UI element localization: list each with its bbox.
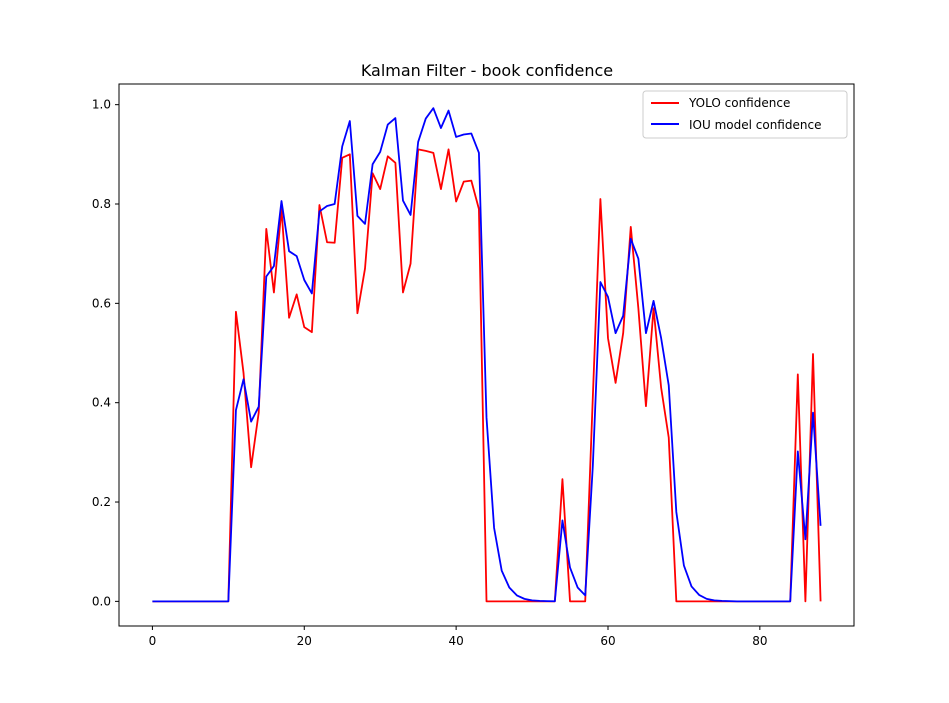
series-line-iou	[152, 107, 822, 603]
y-tick-label: 0.6	[92, 296, 111, 310]
y-tick-label: 1.0	[92, 98, 111, 112]
y-tick-label: 0.8	[92, 197, 111, 211]
chart-title: Kalman Filter - book confidence	[361, 61, 613, 80]
plot-area	[118, 83, 855, 627]
x-tick-label: 0	[149, 634, 157, 648]
legend: YOLO confidence IOU model confidence	[642, 90, 848, 139]
y-axis: 0.0 0.2 0.4 0.6 0.8 1.0	[92, 98, 119, 608]
x-tick-label: 20	[297, 634, 312, 648]
x-tick-label: 60	[600, 634, 615, 648]
x-tick-label: 40	[448, 634, 463, 648]
y-tick-label: 0.4	[92, 396, 111, 410]
legend-label-iou: IOU model confidence	[689, 118, 821, 132]
x-axis: 0 20 40 60 80	[149, 626, 767, 648]
legend-label-yolo: YOLO confidence	[688, 96, 790, 110]
y-tick-label: 0.2	[92, 495, 111, 509]
y-tick-label: 0.0	[92, 594, 111, 608]
series-layer	[152, 107, 822, 603]
x-tick-label: 80	[752, 634, 767, 648]
legend-box	[642, 90, 848, 139]
series-line-yolo	[152, 148, 822, 603]
